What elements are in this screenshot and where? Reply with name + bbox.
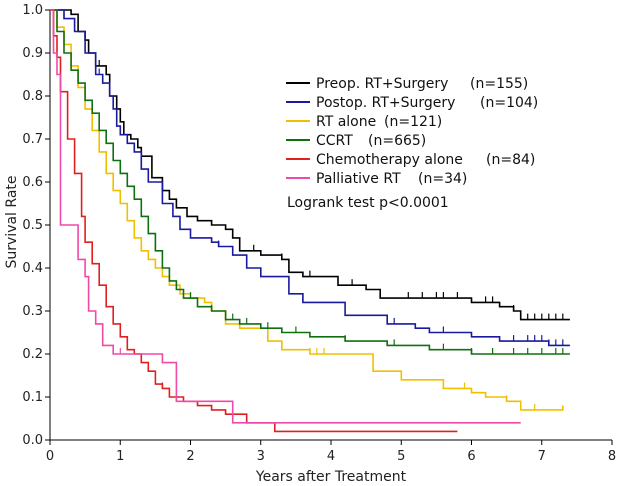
x-tick-label: 5: [397, 449, 405, 464]
x-axis-title: Years after Treatment: [255, 469, 407, 485]
series-line-rt-alone: [50, 9, 564, 411]
y-tick-label: 0.0: [22, 433, 43, 448]
y-tick-label: 0.4: [22, 261, 43, 276]
legend-label-postop: Postop. RT+Surgery: [316, 95, 455, 111]
series-line-postop-rt-surgery: [50, 9, 570, 347]
legend-n-postop: (n=104): [480, 95, 538, 111]
axes: 0.0 0.1 0.2 0.3 0.4 0.5 0.6 0.7 0.8 0.9 1.0 0 1 2 3 4 5 6…: [22, 3, 616, 464]
y-tick-label: 0.7: [22, 132, 43, 147]
x-tick-label: 3: [257, 449, 265, 464]
y-tick-label: 1.0: [22, 3, 43, 18]
x-tick-label: 4: [327, 449, 335, 464]
y-tick-label: 0.1: [22, 390, 43, 405]
x-tick-label: 2: [186, 449, 194, 464]
y-tick-label: 0.8: [22, 89, 43, 104]
legend-n-chemo: (n=84): [486, 152, 535, 168]
x-tick-label: 1: [116, 449, 124, 464]
series-line-ccrt: [50, 9, 570, 355]
series-line-chemotherapy-alone: [50, 9, 458, 433]
y-tick-label: 0.3: [22, 304, 43, 319]
legend-label-chemo: Chemotherapy alone: [316, 152, 463, 168]
legend-label-rt-alone: RT alone: [316, 114, 376, 130]
y-tick-label: 0.2: [22, 347, 43, 362]
legend-label-ccrt: CCRT: [316, 133, 353, 149]
y-axis-title: Survival Rate: [4, 176, 20, 269]
legend-label-palliative: Palliative RT: [316, 171, 401, 187]
legend-n-palliative: (n=34): [418, 171, 467, 187]
y-tick-label: 0.5: [22, 218, 43, 233]
legend-n-preop: (n=155): [470, 76, 528, 92]
x-tick-label: 7: [538, 449, 546, 464]
legend-label-preop: Preop. RT+Surgery: [316, 76, 448, 92]
x-tick-label: 0: [46, 449, 54, 464]
series-line-preop-rt-surgery: [50, 9, 570, 321]
legend-n-rt-alone: (n=121): [384, 114, 442, 130]
censor-marks: [63, 12, 564, 423]
survival-curves: [50, 9, 570, 433]
y-tick-label: 0.6: [22, 175, 43, 190]
series-line-palliative-rt: [50, 9, 521, 424]
legend: Preop. RT+Surgery (n=155) Postop. RT+Sur…: [286, 76, 538, 211]
x-tick-label: 6: [467, 449, 475, 464]
y-tick-label: 0.9: [22, 46, 43, 61]
x-tick-label: 8: [608, 449, 616, 464]
logrank-annotation: Logrank test p<0.0001: [287, 195, 449, 211]
legend-n-ccrt: (n=665): [368, 133, 426, 149]
